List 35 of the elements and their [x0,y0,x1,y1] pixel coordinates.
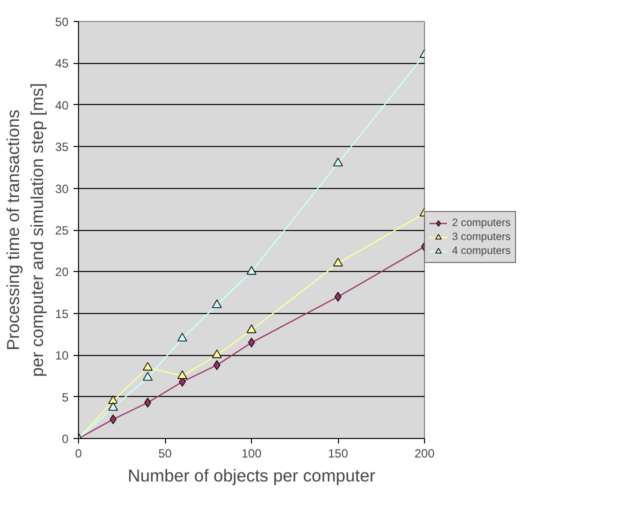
x-axis-title: Number of objects per computer [128,466,376,486]
legend-label: 4 computers [452,244,511,258]
point [108,395,118,404]
y-tick-label: 25 [55,224,69,238]
legend-label: 2 computers [452,216,511,230]
y-tick-label: 15 [55,306,69,321]
point [248,338,255,348]
x-tick-label: 200 [414,446,435,460]
point [212,299,222,308]
x-tick-label: 150 [328,446,348,460]
y-tick-label: 5 [62,390,69,404]
y-tick-label: 45 [55,56,69,71]
point [144,398,152,408]
y-tick-label: 30 [55,182,69,196]
x-tick-label: 50 [158,446,172,460]
x-tick-label: 100 [241,446,262,460]
point [108,402,118,411]
y-axis-title: Processing time of transactions per computer and simulation step [ms] [3,83,48,377]
point [333,258,343,266]
y-tick-label: 0 [62,432,69,446]
point [212,350,222,358]
x-tick-label: 0 [75,446,82,460]
point [333,158,343,166]
point [142,372,153,381]
y-tick-label: 50 [55,15,69,29]
point [177,332,188,342]
point [142,362,153,371]
y-tick-label: 35 [55,140,69,154]
point [246,266,256,275]
y-tick-label: 10 [55,348,69,363]
point [246,324,256,334]
point [177,370,188,379]
y-tick-label: 20 [55,265,69,280]
legend-label: 3 computers [452,230,511,244]
y-tick-label: 40 [55,98,69,112]
